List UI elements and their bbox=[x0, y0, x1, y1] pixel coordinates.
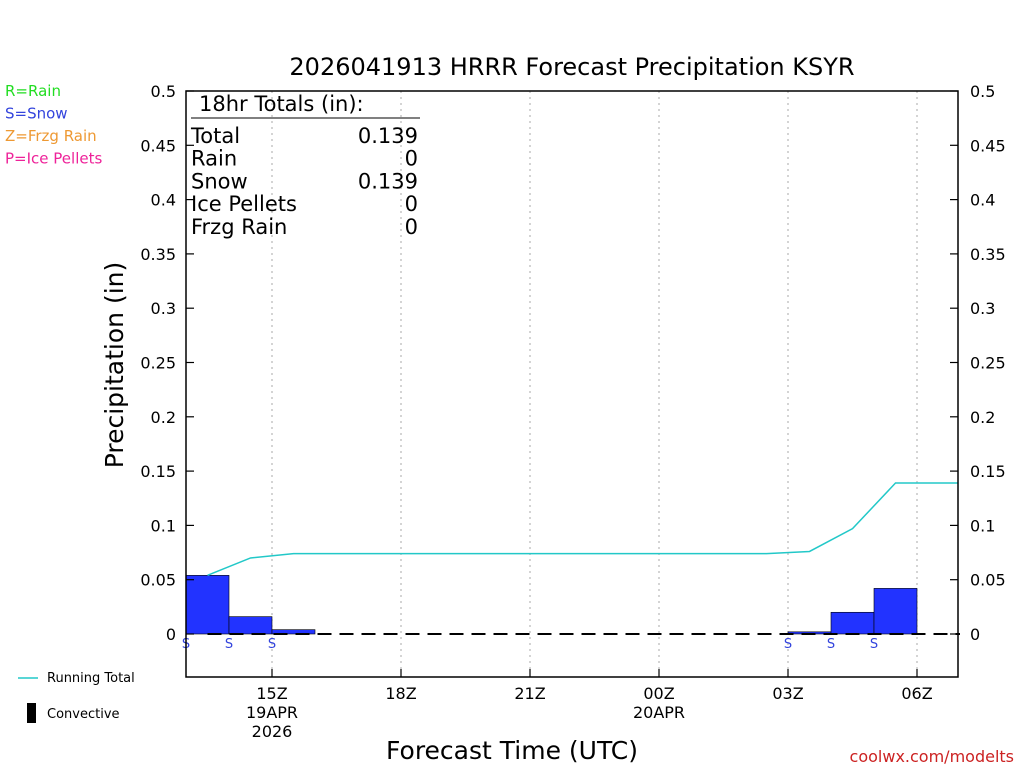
precip-bar bbox=[185, 575, 230, 635]
type-legend-entry: P=Ice Pellets bbox=[5, 150, 102, 168]
series-legend: Running Total Convective bbox=[18, 671, 135, 723]
totals-label: Snow bbox=[191, 169, 248, 193]
y-tick-label: 0.3 bbox=[151, 299, 176, 318]
precip-type-marker: S bbox=[268, 637, 276, 652]
y-tick-label: 0.05 bbox=[140, 571, 176, 590]
x-tick-label: 03Z bbox=[772, 684, 803, 703]
x-tick-label: 06Z bbox=[901, 684, 932, 703]
precip-type-legend: R=Rain S=Snow Z=Frzg Rain P=Ice Pellets bbox=[5, 82, 102, 168]
x-tick-label: 00Z bbox=[643, 684, 674, 703]
precip-type-marker: S bbox=[870, 637, 878, 652]
x-tick-label: 2026 bbox=[252, 722, 293, 741]
chart-title: 2026041913 HRRR Forecast Precipitation K… bbox=[289, 53, 854, 81]
running-total-line bbox=[207, 482, 958, 577]
x-tick-label: 18Z bbox=[385, 684, 416, 703]
totals-value: 0.139 bbox=[358, 124, 418, 148]
y-tick-label-right: 0.3 bbox=[970, 299, 995, 318]
y-tick-label-right: 0.5 bbox=[970, 82, 995, 101]
y-tick-label: 0.5 bbox=[151, 82, 176, 101]
credit-text: coolwx.com/modelts bbox=[850, 747, 1014, 766]
y-tick-label-right: 0 bbox=[970, 625, 980, 644]
y-axis-right: 0.5 0.45 0.4 0.35 0.3 0.25 0.2 0.15 0.1 0.05 0 bbox=[950, 82, 1006, 644]
convective-legend-swatch bbox=[27, 703, 36, 723]
x-tick-label: 20APR bbox=[633, 703, 685, 722]
y-tick-label: 0.4 bbox=[151, 191, 176, 210]
x-tick-label: 19APR bbox=[246, 703, 298, 722]
grid bbox=[271, 91, 918, 677]
totals-value: 0 bbox=[405, 147, 418, 171]
precip-bar bbox=[228, 616, 273, 635]
y-tick-label: 0.1 bbox=[151, 516, 176, 535]
y-tick-label: 0 bbox=[166, 625, 176, 644]
type-legend-entry: S=Snow bbox=[5, 105, 68, 123]
x-tick-label: 15Z bbox=[256, 684, 287, 703]
y-tick-label-right: 0.25 bbox=[970, 354, 1006, 373]
type-legend-entry: Z=Frzg Rain bbox=[5, 127, 97, 145]
precip-type-marker: S bbox=[827, 637, 835, 652]
y-tick-label-right: 0.4 bbox=[970, 191, 995, 210]
running-total-legend-label: Running Total bbox=[47, 671, 135, 686]
x-tick-label: 21Z bbox=[514, 684, 545, 703]
y-tick-label-right: 0.1 bbox=[970, 516, 995, 535]
precip-type-marker: S bbox=[225, 637, 233, 652]
y-tick-label-right: 0.35 bbox=[970, 245, 1006, 264]
totals-heading: 18hr Totals (in): bbox=[199, 92, 364, 116]
y-tick-label-right: 0.15 bbox=[970, 462, 1006, 481]
totals-value: 0.139 bbox=[358, 169, 418, 193]
precip-bar bbox=[830, 611, 875, 635]
y-tick-label-right: 0.45 bbox=[970, 136, 1006, 155]
precip-bar bbox=[873, 588, 918, 635]
y-tick-label-right: 0.2 bbox=[970, 408, 995, 427]
totals-box: 18hr Totals (in): Total 0.139 Rain 0 Snow 0.1… bbox=[190, 92, 420, 239]
y-tick-label: 0.2 bbox=[151, 408, 176, 427]
y-axis-title: Precipitation (in) bbox=[100, 262, 129, 469]
totals-value: 0 bbox=[405, 215, 418, 239]
bars bbox=[185, 575, 918, 635]
precip-bar bbox=[271, 629, 316, 635]
totals-value: 0 bbox=[405, 192, 418, 216]
totals-label: Ice Pellets bbox=[191, 192, 297, 216]
y-axis-left: 0.5 0.45 0.4 0.35 0.3 0.25 0.2 0.15 0.1 0.05 0 bbox=[140, 82, 194, 644]
y-tick-label: 0.25 bbox=[140, 354, 176, 373]
y-tick-label-right: 0.05 bbox=[970, 571, 1006, 590]
plot-frame bbox=[185, 90, 959, 678]
convective-legend-label: Convective bbox=[47, 707, 120, 722]
type-legend-entry: R=Rain bbox=[5, 82, 61, 100]
x-axis-title: Forecast Time (UTC) bbox=[386, 736, 638, 765]
y-tick-label: 0.45 bbox=[140, 136, 176, 155]
y-tick-label: 0.15 bbox=[140, 462, 176, 481]
totals-label: Rain bbox=[191, 147, 237, 171]
totals-label: Total bbox=[190, 124, 240, 148]
totals-label: Frzg Rain bbox=[191, 215, 287, 239]
precip-type-marker: S bbox=[784, 637, 792, 652]
y-tick-label: 0.35 bbox=[140, 245, 176, 264]
